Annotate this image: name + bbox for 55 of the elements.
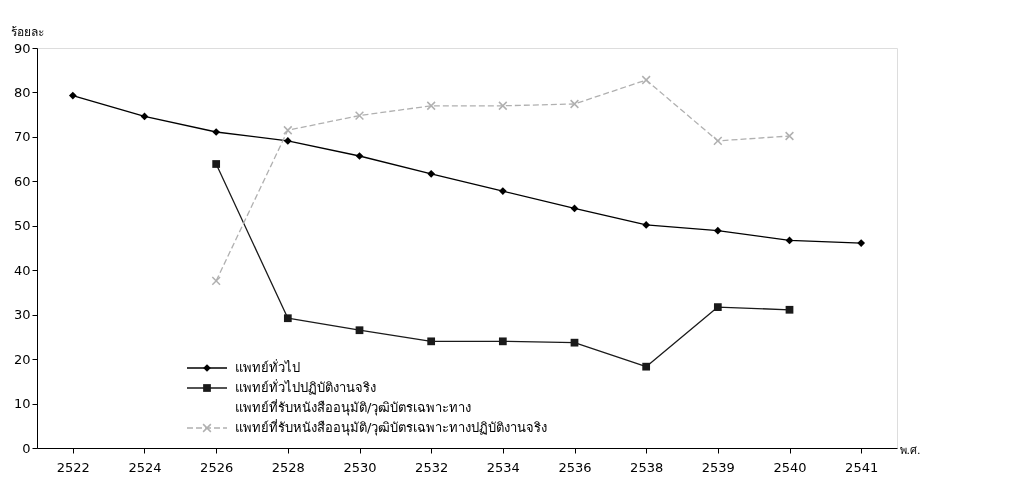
point bbox=[641, 75, 651, 85]
point bbox=[283, 137, 292, 145]
x-tick-label: 2540 bbox=[773, 459, 807, 475]
x-tick-label: 2528 bbox=[271, 459, 305, 475]
y-tick-label: 40 bbox=[13, 262, 31, 278]
point bbox=[211, 276, 221, 286]
point bbox=[642, 362, 651, 371]
y-tick-label: 50 bbox=[13, 218, 31, 234]
text: แพทย์ที่รับหนังสืออนุมัติ/วุฒิบัตรเฉพาะทาง bbox=[235, 399, 472, 416]
point bbox=[283, 125, 293, 135]
point bbox=[569, 99, 580, 109]
x-tick-label: 2538 bbox=[630, 459, 664, 475]
y-tick-label: 90 bbox=[13, 40, 31, 56]
point bbox=[498, 101, 508, 111]
point bbox=[785, 305, 794, 314]
y-tick-label: 70 bbox=[13, 129, 31, 145]
y-tick-label: 10 bbox=[13, 396, 31, 412]
y-tick-label: 0 bbox=[22, 440, 31, 456]
point bbox=[427, 337, 436, 346]
x-tick-label: 2524 bbox=[128, 459, 162, 475]
point bbox=[784, 131, 795, 141]
y-tick-label: 80 bbox=[13, 84, 31, 100]
y-tick-label: 60 bbox=[13, 173, 31, 189]
x-tick-label: 2532 bbox=[415, 459, 449, 475]
point bbox=[355, 326, 364, 335]
point bbox=[355, 152, 364, 160]
y-tick-label: 30 bbox=[13, 307, 31, 323]
legend-label: แพทย์ทั่วไปปฏิบัติงานจริง bbox=[235, 379, 376, 395]
x-tick-label: 2526 bbox=[200, 459, 234, 475]
point bbox=[212, 160, 221, 168]
point bbox=[857, 239, 866, 247]
point bbox=[427, 169, 436, 178]
point bbox=[68, 91, 77, 100]
point bbox=[212, 128, 221, 136]
point bbox=[498, 187, 507, 195]
x-tick-label: 2530 bbox=[343, 459, 377, 475]
x-axis-title: พ.ศ. bbox=[899, 443, 921, 457]
point bbox=[642, 221, 651, 229]
point bbox=[713, 303, 722, 311]
legend-label: แพทย์ที่รับหนังสืออนุมัติ/วุฒิบัตรเฉพาะทางปฏิบัติงานจริง bbox=[235, 419, 548, 436]
x-tick-label: 2536 bbox=[558, 459, 592, 475]
point bbox=[713, 226, 722, 235]
point bbox=[426, 101, 436, 111]
x-tick-label: 2534 bbox=[486, 459, 520, 475]
point bbox=[354, 110, 365, 121]
point bbox=[570, 338, 579, 347]
legend-label: แพทย์ทั่วไป bbox=[235, 359, 300, 375]
y-axis-title: ร้อยละ bbox=[11, 24, 44, 39]
point bbox=[498, 337, 507, 346]
point bbox=[713, 136, 723, 146]
y-tick-label: 20 bbox=[13, 351, 31, 367]
x-tick-label: 2539 bbox=[701, 459, 735, 475]
x-tick-label: 2522 bbox=[56, 459, 90, 475]
point bbox=[283, 314, 292, 323]
x-tick-label: 2541 bbox=[845, 459, 879, 475]
